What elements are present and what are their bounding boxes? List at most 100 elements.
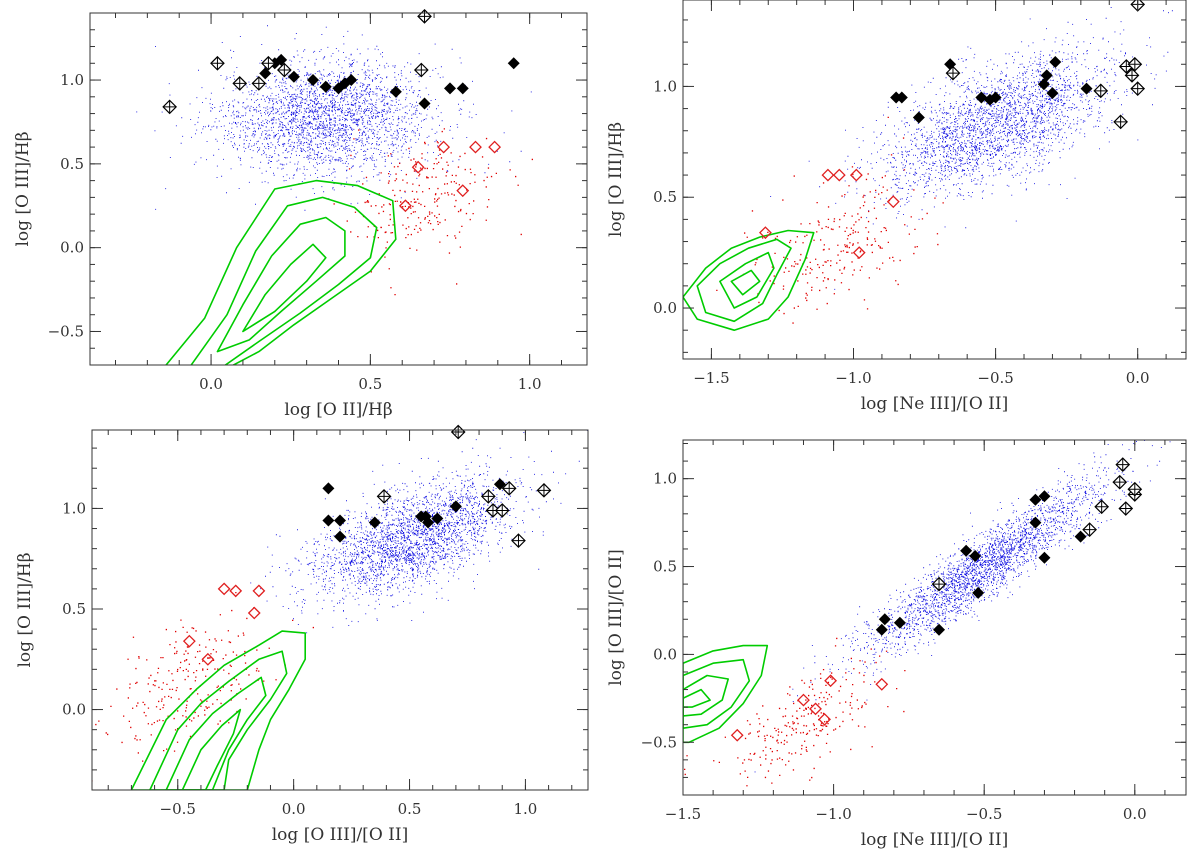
- y-tick-label: 1.0: [60, 71, 84, 89]
- open-cross-diamond-marker: [1124, 67, 1140, 83]
- filled-diamond-marker: [449, 500, 462, 513]
- open-cross-diamond-marker: [1127, 481, 1143, 497]
- filled-diamond-marker: [334, 514, 346, 527]
- axis-ticks: −0.5 0.0 0.5 1.0 0.0 0.5 1.0: [62, 430, 588, 818]
- x-tick-label: 0.0: [1126, 369, 1150, 387]
- y-tick-label: 1.0: [62, 499, 86, 517]
- filled-diamond-marker: [1040, 69, 1053, 82]
- panel-bottom-left: −0.5 0.0 0.5 1.0 0.0 0.5 1.0 log [O III]/[O II…: [15, 424, 589, 845]
- open-cross-diamond-marker: [251, 76, 267, 91]
- filled-diamond-marker: [1038, 551, 1051, 564]
- axis-ticks: −1.5 −1.0 −0.5 0.0 −0.5 0.0 0.5 1.0: [641, 440, 1186, 823]
- open-cross-diamond-marker: [931, 576, 947, 592]
- y-axis-label: log [O III]/Hβ: [606, 122, 626, 237]
- plot-frame: [682, 439, 1187, 796]
- open-cross-diamond-marker: [1127, 56, 1143, 72]
- filled-diamond-marker: [322, 482, 335, 495]
- filled-diamond-marker: [1029, 493, 1042, 506]
- filled-diamond-marker: [368, 516, 381, 529]
- red-diamond-marker: [469, 140, 482, 154]
- blue-points: [754, 440, 1171, 773]
- sample-markers: [730, 457, 1143, 742]
- open-cross-diamond-marker: [536, 482, 552, 498]
- filled-diamond-marker: [912, 111, 925, 124]
- contour-level-1: [130, 630, 307, 790]
- filled-diamond-marker: [422, 516, 435, 529]
- x-tick-label: −1.0: [815, 805, 851, 823]
- red-diamond-marker: [182, 634, 196, 648]
- open-cross-diamond-marker: [494, 503, 510, 518]
- open-cross-diamond-marker: [1093, 83, 1109, 99]
- panel-top-left: 0.0 0.5 1.0 −0.5 0.0 0.5 1.0 log [O II]/Hβ log…: [13, 9, 588, 420]
- filled-diamond-marker: [1046, 87, 1059, 100]
- filled-diamond-marker: [334, 530, 346, 543]
- blue-point-cloud: [92, 430, 588, 782]
- filled-diamond-marker: [389, 85, 402, 98]
- contour-level-4: [730, 269, 761, 296]
- filled-diamond-marker: [507, 57, 520, 70]
- open-cross-diamond-marker: [376, 489, 392, 504]
- green-contours: [130, 630, 307, 790]
- filled-diamond-marker: [456, 82, 469, 95]
- y-tick-label: 0.0: [60, 239, 84, 257]
- y-axis-label: log [O III]/[O II]: [606, 549, 626, 685]
- y-tick-label: 0.5: [653, 188, 677, 206]
- red-points: [92, 592, 314, 782]
- contour-level-2: [149, 650, 288, 790]
- open-cross-diamond-marker: [1094, 499, 1110, 515]
- x-tick-label: −1.0: [835, 369, 871, 387]
- filled-diamond-marker: [1029, 516, 1042, 529]
- contour-level-4: [181, 708, 242, 790]
- filled-diamond-marker: [431, 512, 444, 525]
- red-diamond-marker: [809, 702, 822, 716]
- red-diamond-marker: [875, 677, 889, 691]
- sample-markers: [182, 424, 552, 666]
- filled-diamond-marker: [1080, 82, 1093, 95]
- open-cross-diamond-marker: [945, 65, 961, 81]
- contour-level-3: [719, 251, 775, 309]
- red-diamond-marker: [201, 652, 215, 666]
- y-tick-label: 0.5: [653, 558, 677, 576]
- blue-point-cloud: [716, 7, 1173, 324]
- filled-diamond-marker: [418, 97, 431, 110]
- red-diamond-marker: [217, 582, 231, 596]
- red-diamond-marker: [252, 584, 266, 598]
- y-tick-label: 0.0: [653, 645, 677, 663]
- x-axis-label: log [O III]/[O II]: [272, 825, 408, 845]
- filled-diamond-marker: [969, 549, 982, 562]
- filled-diamond-marker: [878, 613, 891, 626]
- axis-ticks: 0.0 0.5 1.0 −0.5 0.0 0.5 1.0: [48, 12, 587, 393]
- green-contours: [165, 179, 397, 365]
- filled-diamond-marker: [1038, 490, 1051, 503]
- red-diamond-marker: [758, 226, 772, 240]
- red-points: [684, 637, 906, 787]
- x-tick-label: −0.5: [966, 805, 1002, 823]
- open-cross-diamond-marker: [450, 424, 466, 440]
- red-diamond-marker: [229, 584, 243, 598]
- x-tick-label: 1.0: [518, 375, 542, 393]
- sample-markers: [758, 0, 1146, 260]
- filled-diamond-marker: [345, 74, 358, 87]
- red-diamond-marker: [797, 693, 810, 707]
- panel-bottom-right: −1.5 −1.0 −0.5 0.0 −0.5 0.0 0.5 1.0 log [Ne III…: [606, 439, 1187, 850]
- open-cross-diamond-marker: [276, 62, 292, 78]
- green-contours: [683, 644, 769, 744]
- open-cross-diamond-marker: [480, 489, 496, 504]
- filled-diamond-marker: [989, 91, 1002, 104]
- axis-ticks: −1.5 −1.0 −0.5 0.0 0.0 0.5 1.0: [653, 0, 1186, 387]
- filled-diamond-marker: [1074, 530, 1087, 543]
- y-tick-label: 0.5: [62, 600, 86, 618]
- contour-level-2: [683, 658, 751, 730]
- filled-diamond-marker: [875, 623, 888, 636]
- red-diamond-marker: [488, 140, 502, 154]
- contour-level-2: [190, 196, 378, 365]
- filled-diamond-marker: [975, 91, 988, 104]
- red-diamond-marker: [411, 160, 425, 174]
- filled-diamond-marker: [960, 544, 973, 557]
- open-cross-diamond-marker: [511, 533, 526, 548]
- x-tick-label: −1.5: [665, 805, 701, 823]
- contour-level-1: [683, 229, 815, 332]
- red-points: [333, 128, 533, 296]
- y-axis-label: log [O III]/Hβ: [15, 552, 35, 667]
